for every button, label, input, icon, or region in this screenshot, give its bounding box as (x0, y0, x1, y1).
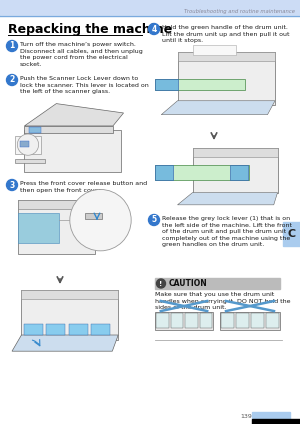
Bar (24, 324, 43, 335)
Bar (20, 141, 29, 147)
Text: C: C (287, 229, 296, 239)
Bar (18, 213, 59, 243)
Bar (252, 419, 300, 424)
Bar (24, 126, 113, 133)
Bar (185, 312, 197, 328)
Bar (193, 148, 278, 156)
Bar (155, 79, 178, 90)
Bar (155, 165, 172, 180)
Text: 1: 1 (9, 42, 15, 50)
Text: Make sure that you use the drum unit
handles when carrying it. DO NOT hold the
s: Make sure that you use the drum unit han… (155, 292, 290, 310)
Bar (283, 222, 300, 246)
Text: !: ! (159, 281, 163, 287)
Text: Release the grey lock lever (1) that is on
the left side of the machine. Lift th: Release the grey lock lever (1) that is … (162, 216, 292, 247)
Bar (193, 45, 236, 55)
Circle shape (7, 41, 17, 51)
Text: Turn off the machine’s power switch.
Disconnect all cables, and then unplug
the : Turn off the machine’s power switch. Dis… (20, 42, 143, 67)
Bar (220, 312, 280, 330)
Bar (0, 0, 300, 16)
Text: 4: 4 (152, 25, 157, 33)
Text: CAUTION: CAUTION (169, 279, 208, 288)
Text: 2: 2 (9, 75, 15, 84)
Text: 5: 5 (152, 215, 157, 224)
Bar (230, 165, 247, 180)
Text: 3: 3 (9, 181, 15, 190)
Bar (252, 412, 290, 419)
Circle shape (17, 134, 39, 155)
Bar (24, 130, 121, 172)
Text: Push the Scanner Lock Lever down to
lock the scanner. This lever is located on
t: Push the Scanner Lock Lever down to lock… (20, 76, 149, 94)
Circle shape (7, 179, 17, 190)
Bar (221, 312, 234, 328)
Bar (155, 312, 213, 330)
Bar (155, 165, 249, 180)
Bar (236, 312, 249, 328)
Circle shape (7, 75, 17, 86)
Bar (69, 324, 88, 335)
Polygon shape (178, 192, 278, 205)
Text: Troubleshooting and routine maintenance: Troubleshooting and routine maintenance (184, 8, 295, 14)
Bar (21, 290, 118, 299)
Polygon shape (161, 101, 275, 115)
Bar (170, 312, 183, 328)
Bar (251, 312, 264, 328)
Bar (200, 312, 212, 328)
Circle shape (148, 23, 160, 34)
Bar (266, 312, 279, 328)
Bar (15, 136, 41, 154)
Bar (46, 324, 65, 335)
Bar (156, 312, 169, 328)
Text: Repacking the machine: Repacking the machine (8, 23, 172, 36)
Bar (29, 127, 41, 133)
Circle shape (70, 190, 131, 251)
Bar (18, 200, 94, 209)
Bar (85, 213, 102, 219)
Text: Hold the green handle of the drum unit.
Lift the drum unit up and then pull it o: Hold the green handle of the drum unit. … (162, 25, 290, 43)
Polygon shape (155, 79, 245, 90)
Polygon shape (12, 335, 118, 351)
Bar (21, 290, 118, 340)
Bar (15, 159, 44, 163)
Text: 139: 139 (240, 415, 252, 419)
Bar (178, 52, 275, 105)
Bar (91, 324, 110, 335)
Bar (18, 200, 94, 254)
Text: Press the front cover release button and
then open the front cover.: Press the front cover release button and… (20, 181, 147, 192)
Bar (178, 52, 275, 61)
Bar (193, 148, 278, 192)
Bar (155, 278, 280, 289)
Circle shape (157, 279, 166, 288)
Circle shape (148, 215, 160, 226)
Polygon shape (24, 103, 124, 126)
